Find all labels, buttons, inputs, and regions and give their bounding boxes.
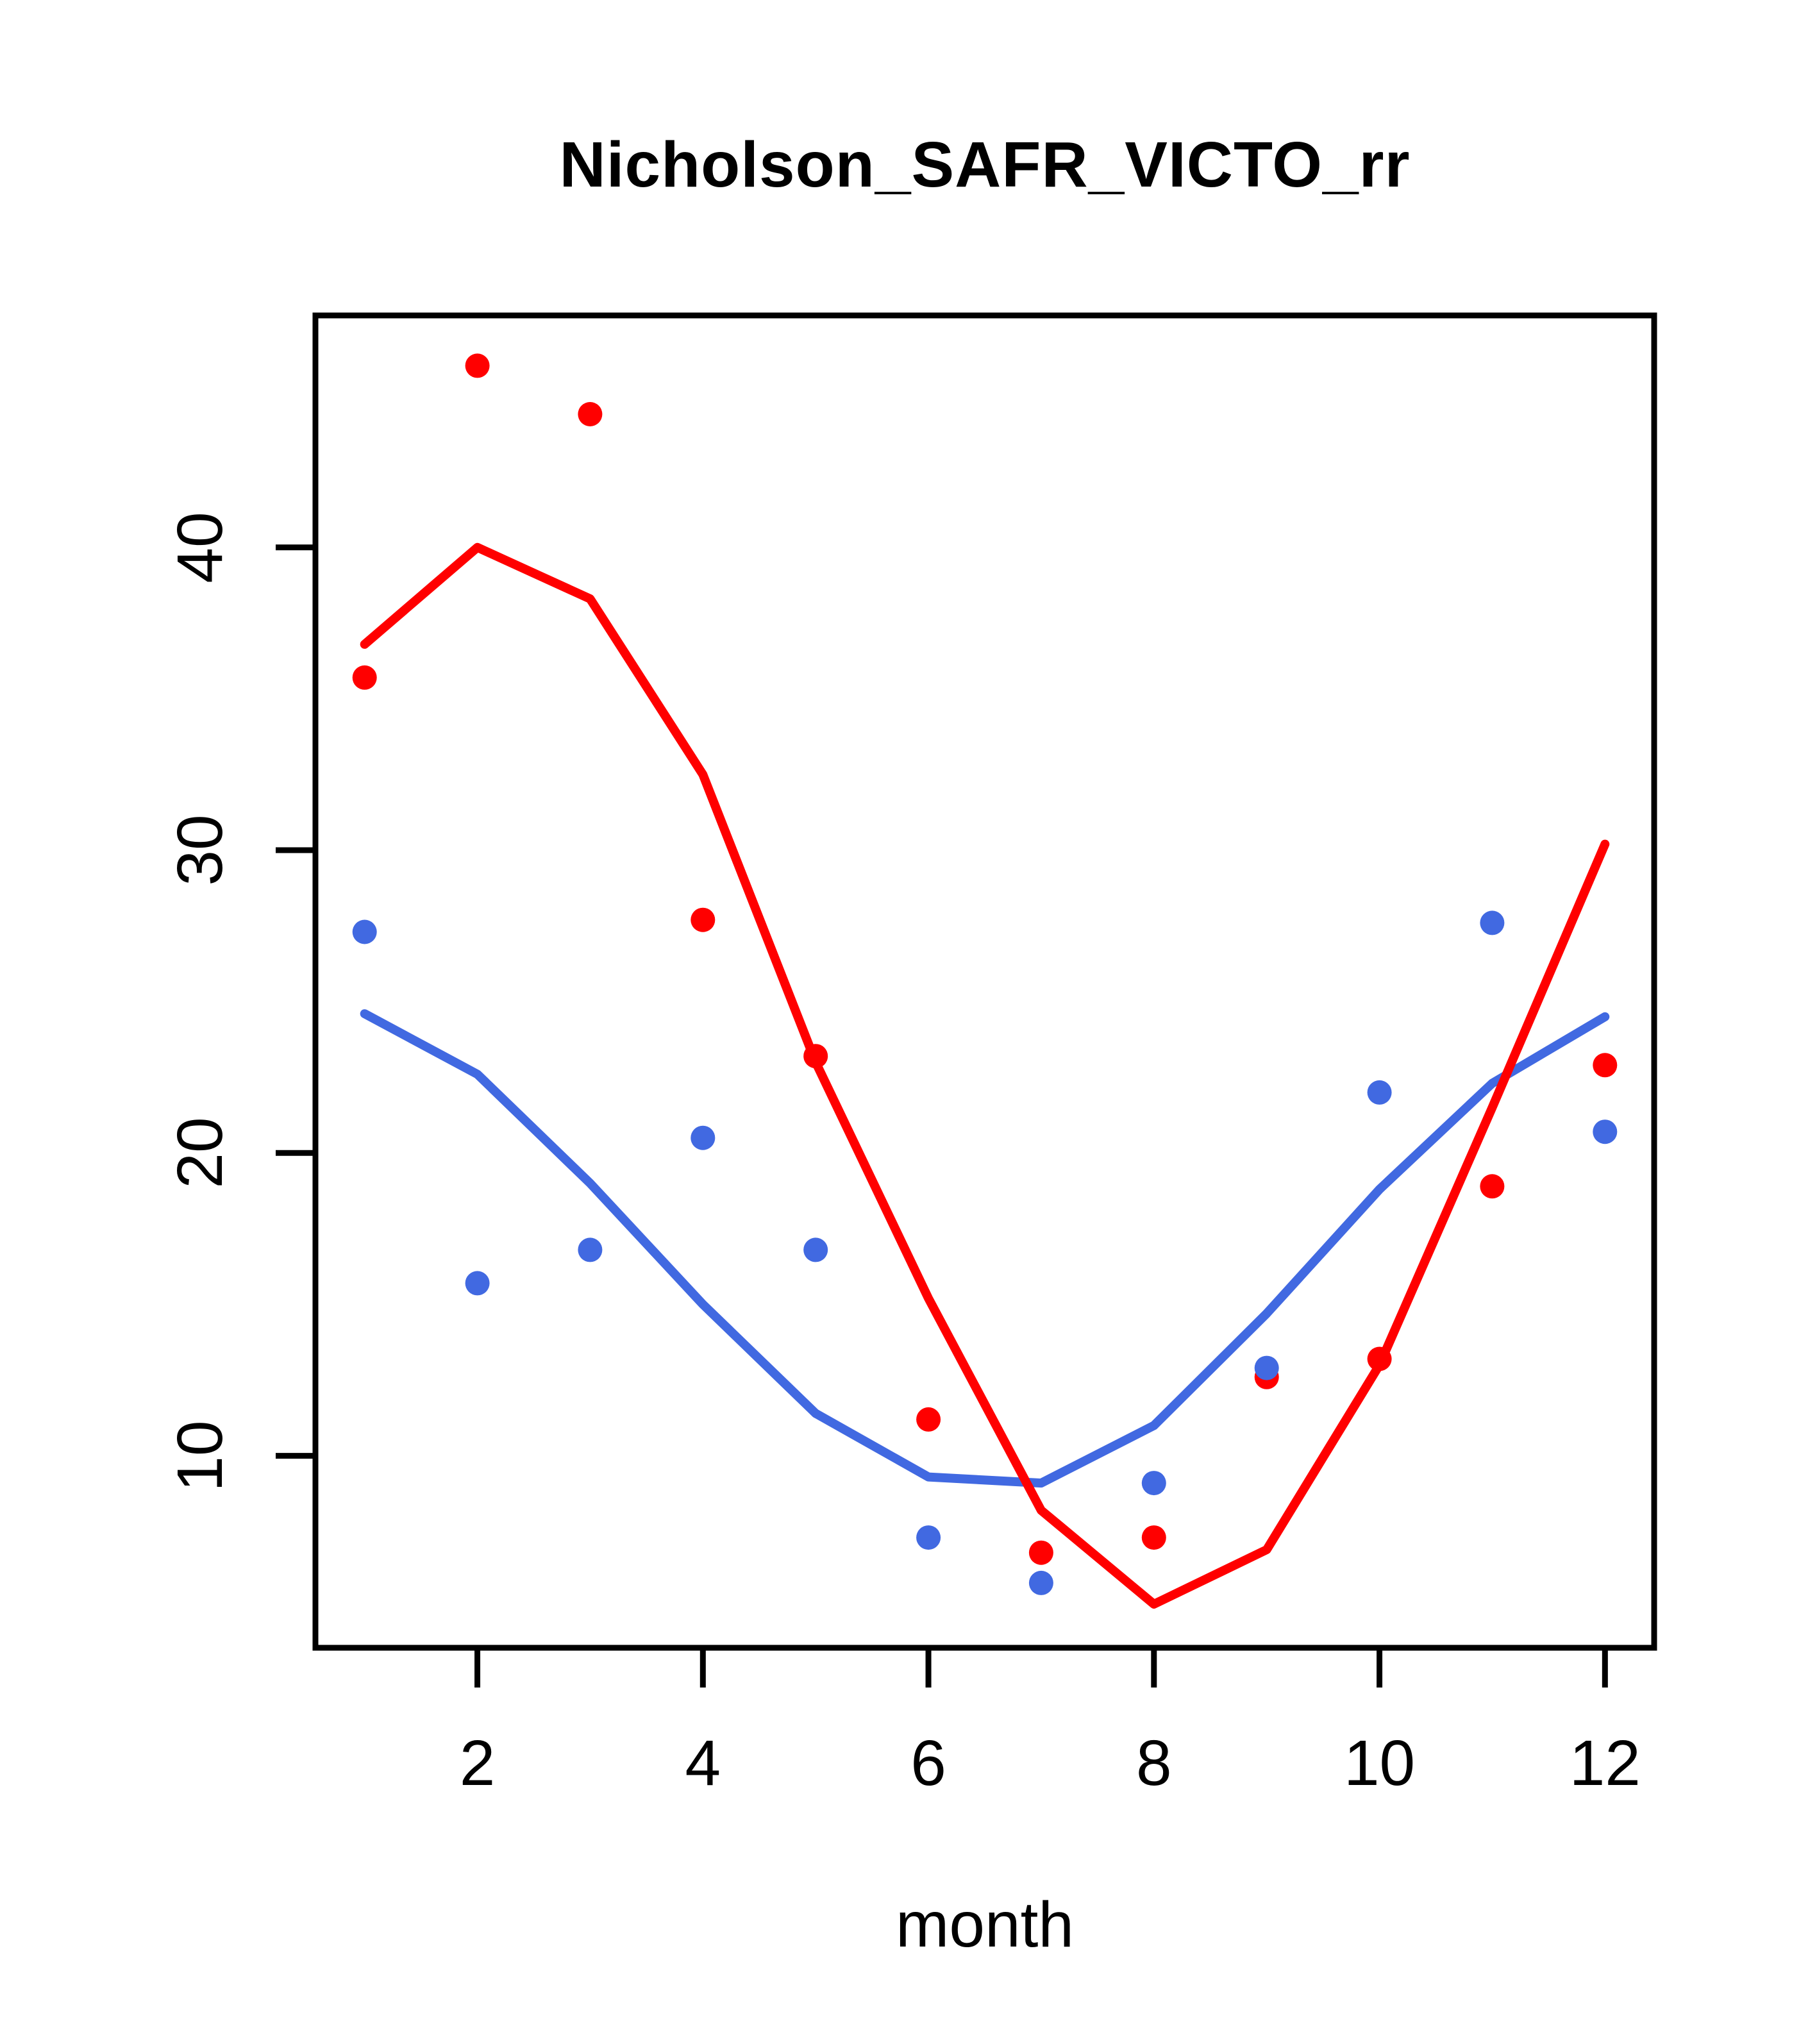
red-point-month-2 (465, 353, 490, 378)
red-point-month-6 (916, 1407, 941, 1432)
red-point-month-7 (1028, 1540, 1053, 1565)
blue-point-month-6 (916, 1525, 941, 1550)
blue-point-month-5 (803, 1237, 828, 1262)
red-point-month-8 (1141, 1525, 1166, 1550)
blue-point-month-4 (691, 1125, 716, 1150)
chart-title: Nicholson_SAFR_VICTO_rr (559, 129, 1411, 201)
blue-point-month-7 (1028, 1570, 1053, 1595)
plot-box (312, 312, 1657, 1651)
x-axis-label: month (896, 1889, 1074, 1961)
red-point-month-11 (1480, 1174, 1505, 1199)
blue-point-month-9 (1254, 1355, 1279, 1380)
y-tick-label-40: 40 (164, 512, 236, 583)
x-tick-label-8: 8 (1136, 1727, 1172, 1799)
red-line-series (360, 542, 1610, 1609)
y-tick-label-20: 20 (164, 1117, 236, 1189)
blue-line-series (360, 1009, 1610, 1488)
red-point-month-4 (691, 907, 716, 932)
red-point-month-12 (1593, 1053, 1618, 1078)
blue-point-month-11 (1480, 910, 1505, 935)
blue-point-month-8 (1141, 1471, 1166, 1496)
blue-point-month-1 (352, 919, 377, 944)
x-tick-label-2: 2 (459, 1727, 496, 1799)
x-tick-label-12: 12 (1569, 1727, 1641, 1799)
y-tick-label-10: 10 (164, 1420, 236, 1492)
x-tick-label-4: 4 (685, 1727, 721, 1799)
blue-point-month-2 (465, 1271, 490, 1296)
blue-point-month-3 (578, 1237, 603, 1262)
x-tick-label-10: 10 (1343, 1727, 1416, 1799)
red-point-month-5 (803, 1044, 828, 1069)
red-point-month-10 (1367, 1346, 1392, 1371)
x-tick-label-6: 6 (910, 1727, 946, 1799)
blue-point-month-10 (1367, 1080, 1392, 1105)
red-point-month-3 (578, 402, 603, 426)
red-point-month-1 (352, 665, 377, 690)
blue-point-month-12 (1593, 1119, 1618, 1144)
y-tick-label-30: 30 (164, 814, 236, 886)
